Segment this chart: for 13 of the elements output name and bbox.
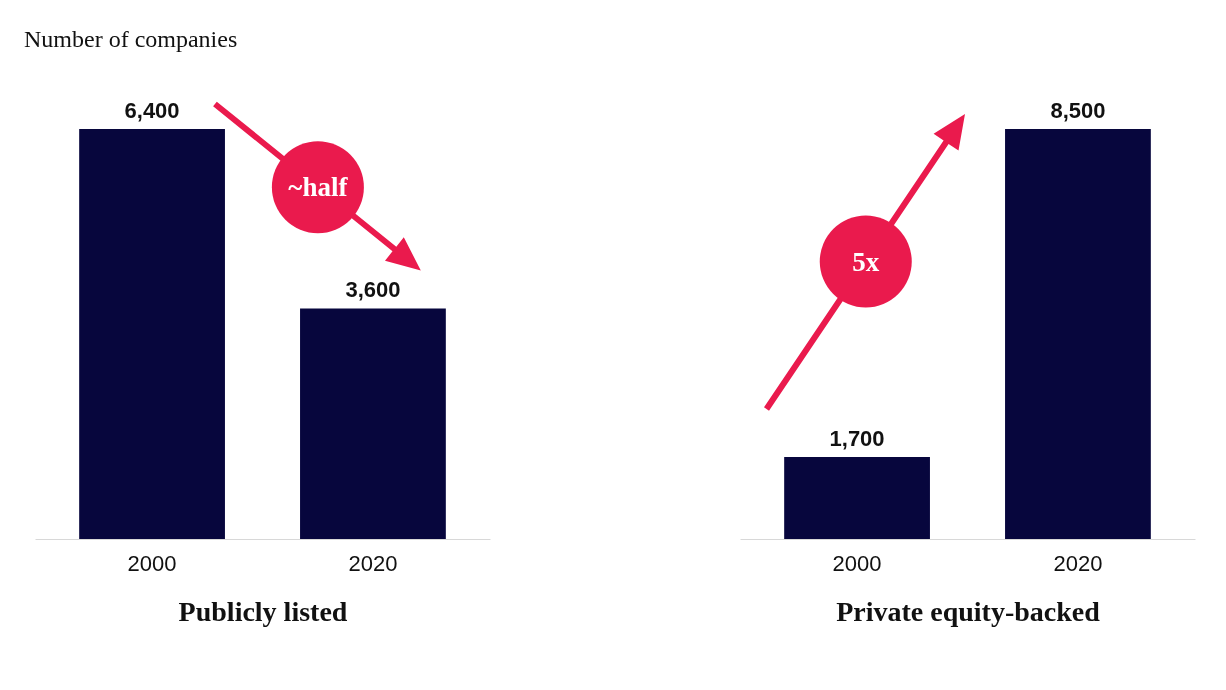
x-tick-label: 2020: [348, 550, 398, 576]
annotation: ~half: [288, 172, 349, 203]
chart-subtitle: Number of companies: [24, 26, 238, 53]
data-label: 8,500: [1050, 98, 1106, 123]
x-tick-label: 2020: [1053, 550, 1103, 576]
x-axis-title: Publicly listed: [178, 595, 348, 627]
x-axis-title: Private equity-backed: [836, 595, 1101, 627]
x-tick-label: 2000: [127, 550, 177, 576]
data-label: 6,400: [124, 98, 180, 123]
x-tick-label: 2000: [832, 550, 882, 576]
data-label: 1,700: [829, 426, 885, 451]
data-label: 3,600: [345, 277, 401, 303]
annotation: 5x: [852, 246, 880, 277]
